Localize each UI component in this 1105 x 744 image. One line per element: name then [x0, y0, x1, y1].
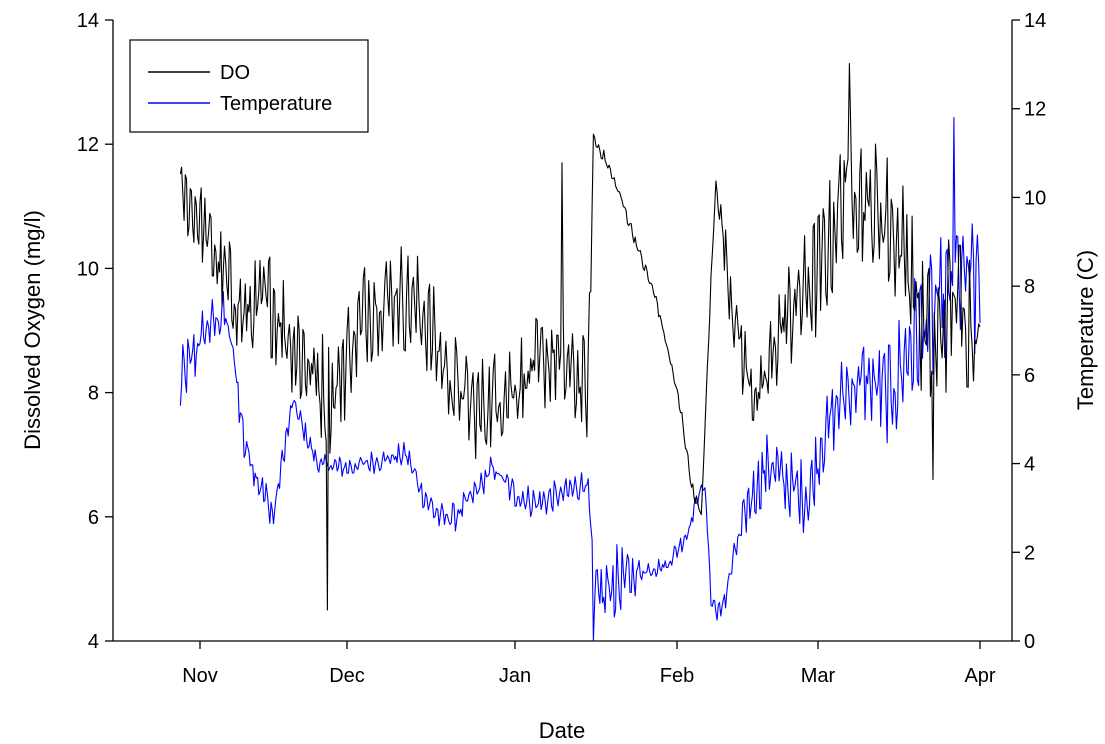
right-y-ticks: 0 2 4 6 8 10 12 14 [1012, 10, 1046, 653]
left-y-tick-label: 12 [77, 134, 99, 156]
x-tick-label: Mar [801, 665, 836, 687]
legend-box [129, 39, 369, 133]
axes [112, 20, 1013, 642]
x-ticks: Nov Dec Jan Feb Mar Apr [182, 641, 996, 687]
legend-label-temperature: Temperature [220, 93, 332, 115]
series-line-do [179, 62, 981, 611]
left-y-axis-label: Dissolved Oxygen (mg/l) [20, 210, 45, 450]
right-y-tick-label: 8 [1024, 276, 1035, 298]
series-line-temperature [179, 117, 981, 642]
series-layer [179, 62, 981, 642]
left-y-tick-label: 10 [77, 258, 99, 280]
legend: DO Temperature [129, 39, 369, 133]
x-tick-label: Jan [499, 665, 531, 687]
right-y-tick-label: 0 [1024, 631, 1035, 653]
x-axis-label: Date [539, 718, 585, 743]
x-tick-label: Dec [329, 665, 365, 687]
right-y-tick-label: 2 [1024, 542, 1035, 564]
right-y-tick-label: 6 [1024, 365, 1035, 387]
right-y-tick-label: 10 [1024, 187, 1046, 209]
right-y-axis-label: Temperature (C) [1073, 250, 1098, 410]
right-y-tick-label: 4 [1024, 454, 1035, 476]
x-tick-label: Nov [182, 665, 218, 687]
left-y-tick-label: 4 [88, 631, 99, 653]
left-y-tick-label: 8 [88, 383, 99, 405]
left-y-ticks: 4 6 8 10 12 14 [77, 10, 113, 653]
left-y-tick-label: 14 [77, 10, 99, 32]
legend-label-do: DO [220, 62, 250, 84]
left-y-tick-label: 6 [88, 507, 99, 529]
x-tick-label: Feb [660, 665, 694, 687]
right-y-tick-label: 12 [1024, 99, 1046, 121]
right-y-tick-label: 14 [1024, 10, 1046, 32]
x-tick-label: Apr [964, 665, 995, 687]
